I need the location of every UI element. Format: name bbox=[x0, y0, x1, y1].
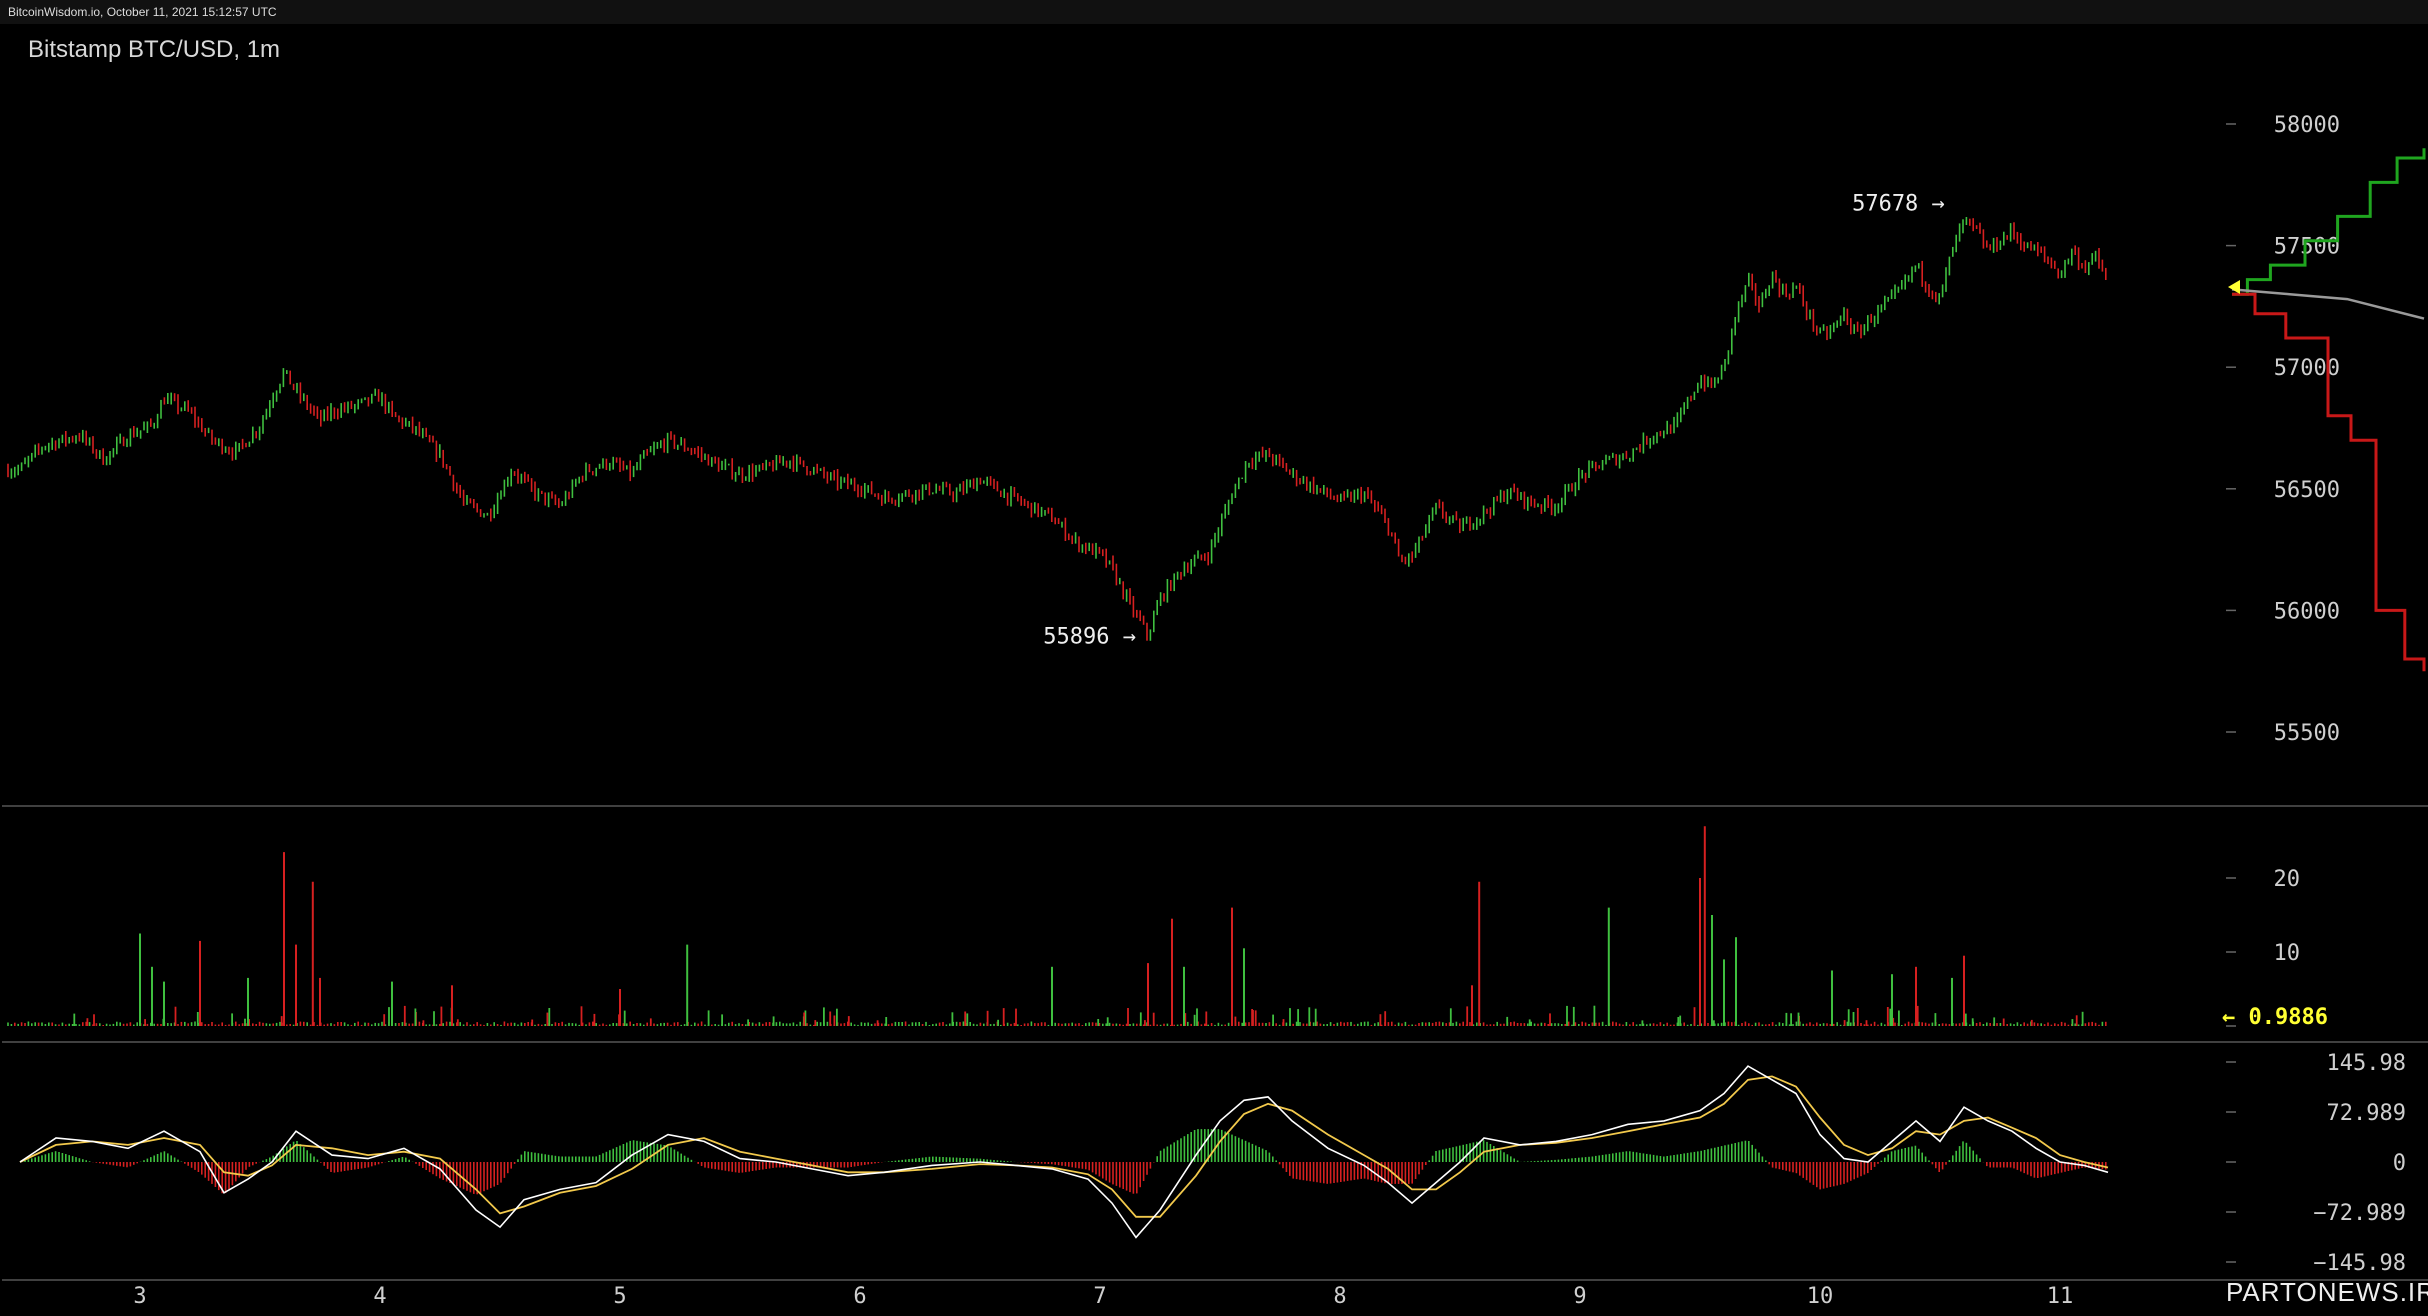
window-header: BitcoinWisdom.io, October 11, 2021 15:12… bbox=[0, 0, 2428, 24]
date-tick-label-7: 10 bbox=[1807, 1284, 1834, 1309]
macd-panel bbox=[19, 1065, 2109, 1239]
date-tick-label-3: 6 bbox=[853, 1284, 866, 1309]
macd-tick-label-2: 0 bbox=[2393, 1151, 2406, 1176]
last-price-marker bbox=[2228, 279, 2240, 294]
volume-axis: 20 10 ← 0.9886 bbox=[2222, 867, 2328, 1030]
price-annotation-0: 57678 → bbox=[1852, 191, 1945, 216]
date-tick-label-4: 7 bbox=[1093, 1284, 1106, 1309]
price-tick-label-3: 56500 bbox=[2274, 478, 2340, 503]
price-tick-label-0: 58000 bbox=[2274, 113, 2340, 138]
date-tick-label-8: 11 bbox=[2047, 1284, 2074, 1309]
depth-ask-line bbox=[2232, 292, 2426, 672]
site-timestamp: BitcoinWisdom.io, October 11, 2021 15:12… bbox=[8, 5, 277, 19]
macd-tick-label-3: −72.989 bbox=[2313, 1201, 2406, 1226]
volume-tick-label-1: 10 bbox=[2274, 941, 2301, 966]
volume-bars bbox=[7, 826, 2107, 1026]
price-tick-label-4: 56000 bbox=[2274, 599, 2340, 624]
macd-tick-label-1: 72.989 bbox=[2327, 1101, 2406, 1126]
price-tick-label-5: 55500 bbox=[2274, 721, 2340, 746]
macd-tick-label-4: −145.98 bbox=[2313, 1251, 2406, 1276]
depth-chart bbox=[2228, 148, 2426, 672]
price-annotation-1: 55896 → bbox=[1043, 625, 1136, 650]
macd-axis: 145.98 72.989 0 −72.989 −145.98 bbox=[2226, 1051, 2406, 1276]
volume-tick-label-0: 20 bbox=[2274, 867, 2301, 892]
date-tick-label-0: 3 bbox=[133, 1284, 146, 1309]
pair-title: Bitstamp BTC/USD, 1m bbox=[28, 36, 281, 63]
depth-bid-line bbox=[2232, 148, 2426, 296]
date-tick-label-1: 4 bbox=[373, 1284, 386, 1309]
panel-dividers bbox=[2, 805, 2428, 1281]
price-tick-label-2: 57000 bbox=[2274, 356, 2340, 381]
macd-dif-line bbox=[19, 1065, 2109, 1239]
depth-mid-line bbox=[2231, 288, 2425, 320]
macd-dea-line bbox=[19, 1075, 2109, 1218]
macd-tick-label-0: 145.98 bbox=[2327, 1051, 2406, 1076]
price-annotations: 57678 → 55896 → bbox=[1043, 191, 1945, 649]
date-tick-label-6: 9 bbox=[1573, 1284, 1586, 1309]
date-tick-label-5: 8 bbox=[1333, 1284, 1346, 1309]
price-candles bbox=[7, 217, 2107, 641]
price-axis: 58000 57500 57000 56500 56000 55500 bbox=[2226, 113, 2340, 746]
price-tick-label-1: 57500 bbox=[2274, 235, 2340, 260]
chart-panel bbox=[2, 24, 2426, 1316]
date-tick-label-2: 5 bbox=[613, 1284, 626, 1309]
watermark: PARTONEWS.IR bbox=[2226, 1277, 2428, 1307]
volume-last-value: ← 0.9886 bbox=[2222, 1005, 2328, 1030]
date-axis: 3 4 5 6 7 8 9 10 11 bbox=[133, 1284, 2073, 1309]
